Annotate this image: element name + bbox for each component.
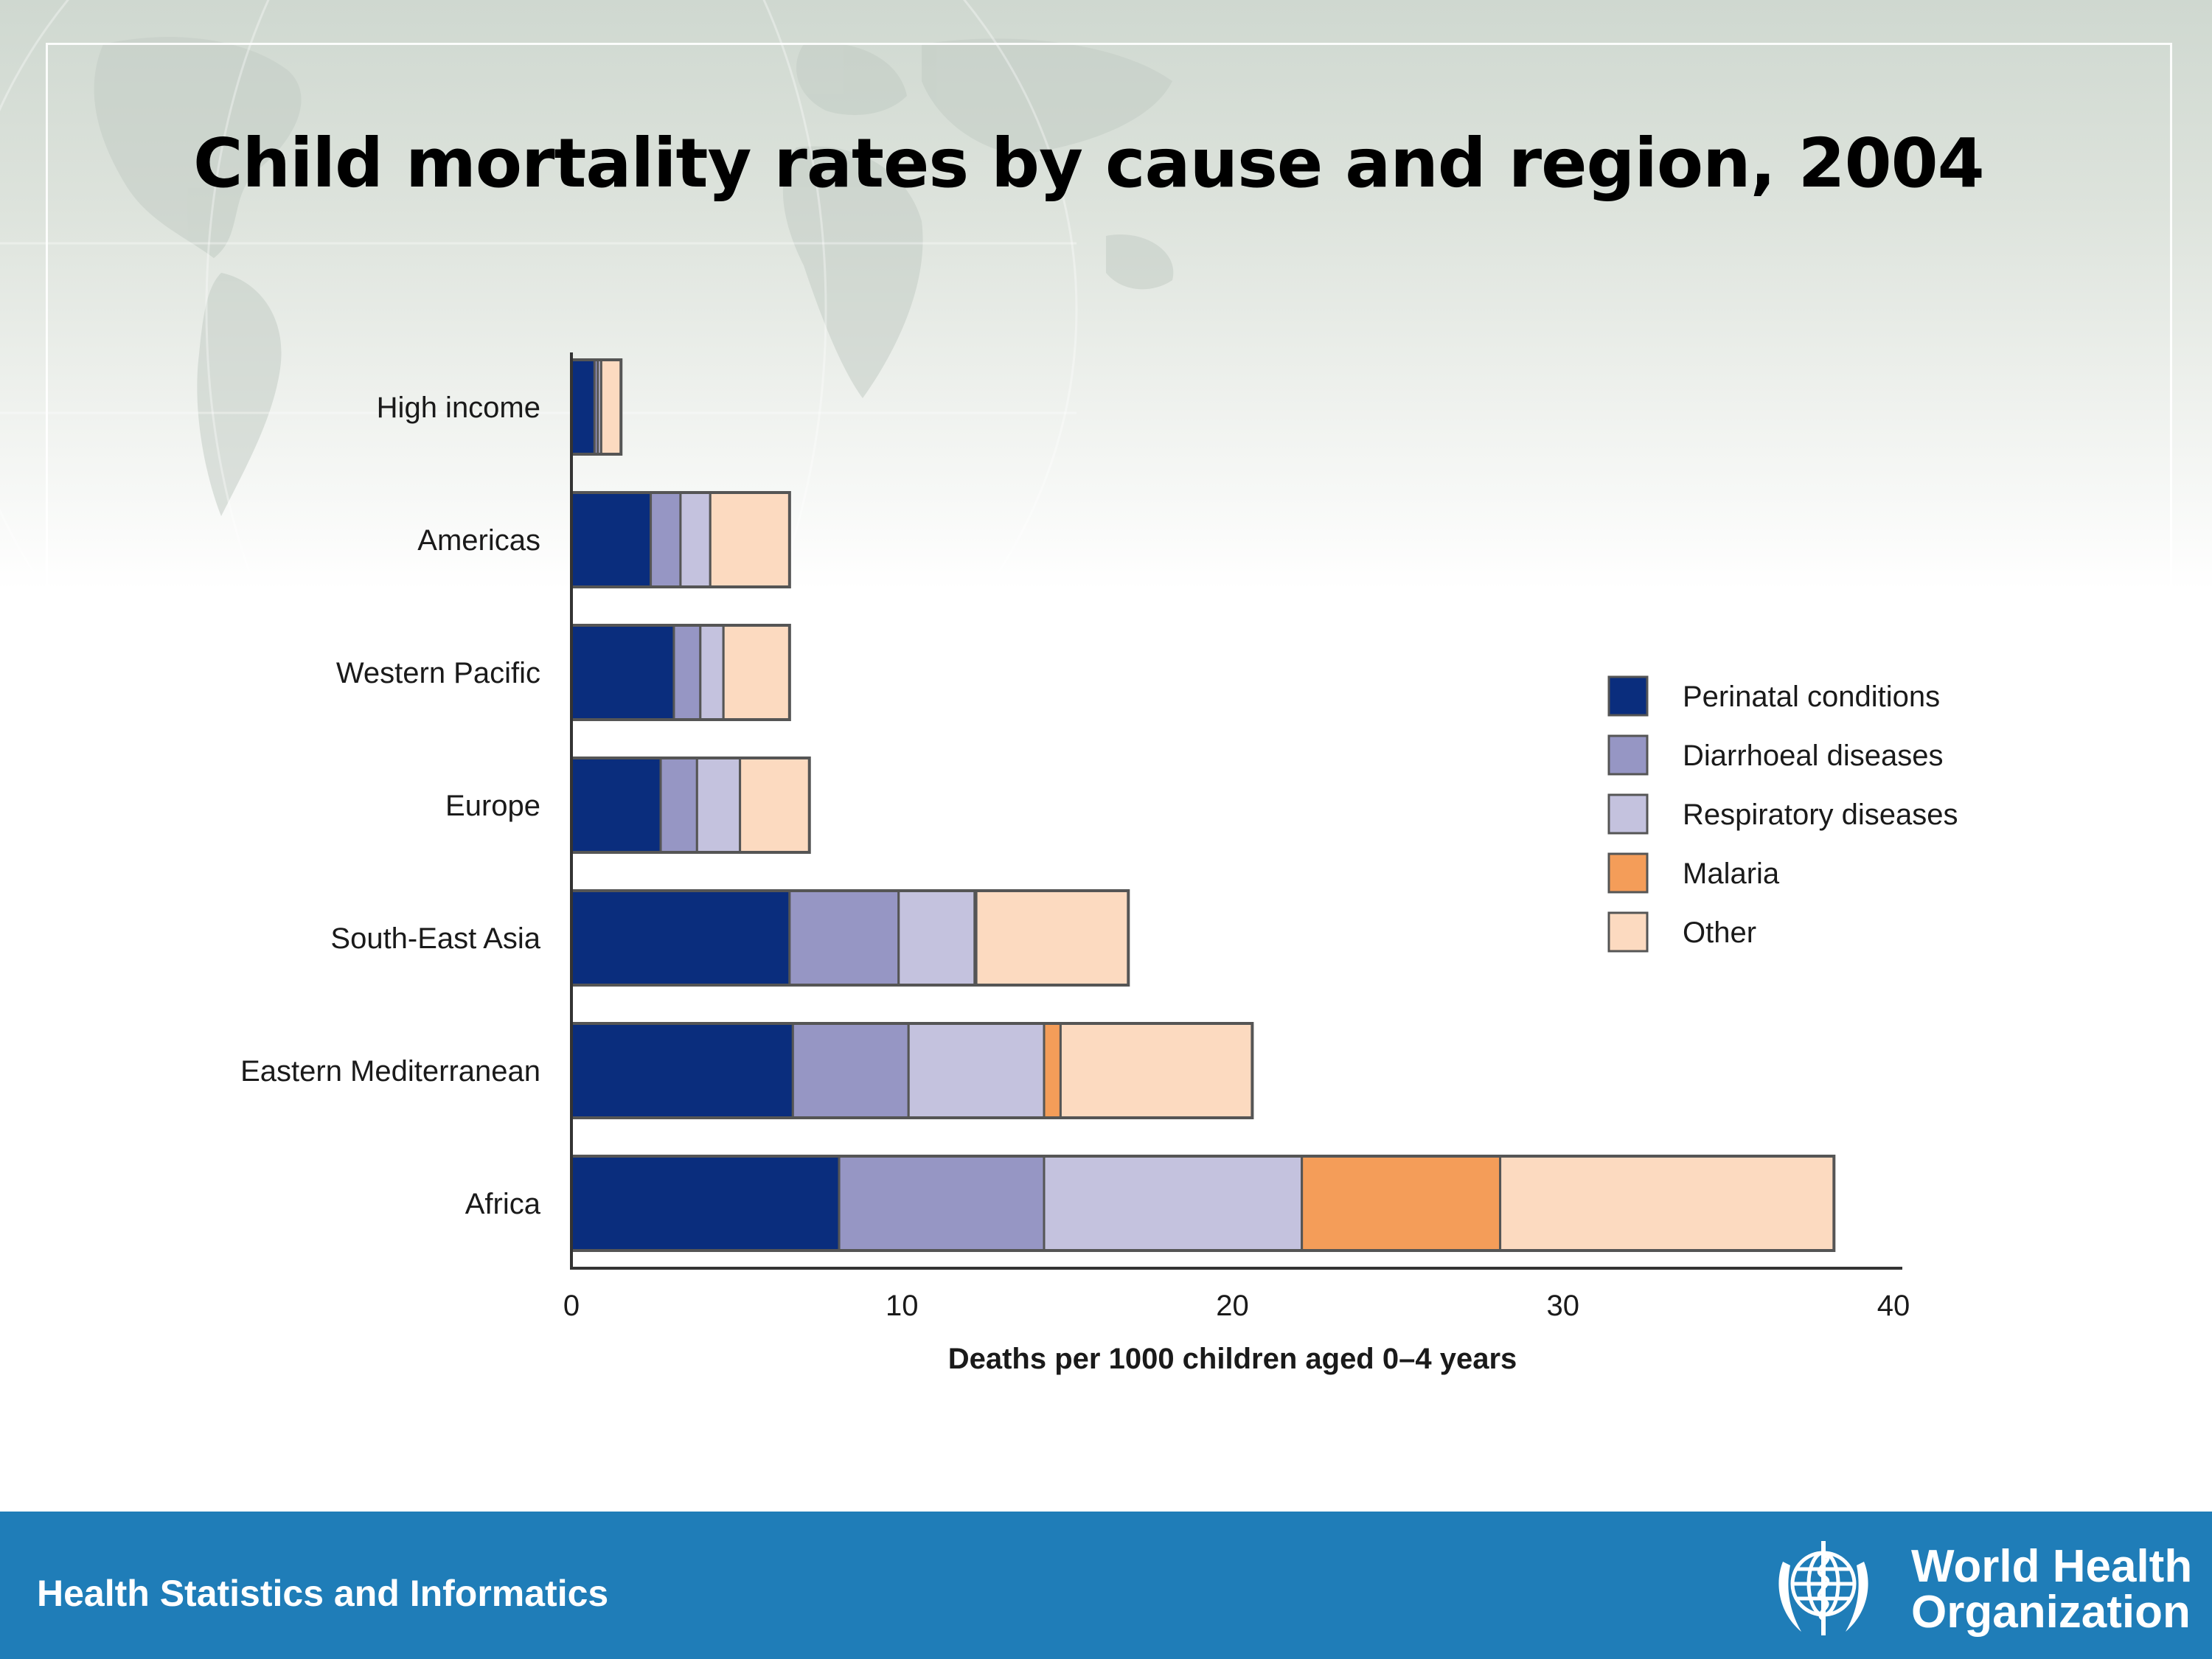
- who-emblem-icon: [1778, 1541, 1868, 1635]
- category-label: Europe: [445, 790, 540, 822]
- x-axis-label: Deaths per 1000 children aged 0–4 years: [948, 1343, 1517, 1375]
- legend-label: Respiratory diseases: [1683, 799, 1958, 831]
- x-tick-label: 30: [1547, 1290, 1580, 1322]
- bar-segment: [975, 889, 1130, 987]
- category-label: South-East Asia: [330, 922, 540, 955]
- bar-segment: [897, 889, 976, 987]
- legend-swatch: [1607, 852, 1649, 894]
- category-labels: High income Americas Western Pacific Europe…: [240, 392, 541, 1220]
- chart-bars: [570, 352, 1836, 1268]
- bar-segment: [739, 757, 811, 854]
- world-map-decoration: [0, 0, 1174, 590]
- legend-label: Other: [1683, 917, 1756, 949]
- category-label: Americas: [417, 524, 540, 557]
- legend-swatch: [1607, 675, 1649, 717]
- who-logo-text: World Health Organization: [1911, 1544, 2192, 1635]
- bar-segment: [1301, 1155, 1502, 1252]
- x-axis-ticks: 0 10 20 30 40: [563, 1290, 1910, 1322]
- category-label: Africa: [465, 1188, 541, 1220]
- bar-segment: [1059, 1022, 1253, 1119]
- bar-segment: [838, 1155, 1046, 1252]
- bar-segment: [659, 757, 698, 854]
- footer-bar: Health Statistics and Informatics World …: [0, 1512, 2212, 1659]
- x-tick-label: 10: [886, 1290, 919, 1322]
- bar-segment: [570, 1022, 794, 1119]
- stacked-bar-chart: High income Americas Western Pacific Europe…: [240, 352, 1958, 1375]
- bar-segment: [1043, 1155, 1304, 1252]
- bar-segment: [599, 358, 622, 456]
- bar-segment: [570, 624, 675, 721]
- chart-legend: Perinatal conditions Diarrhoeal diseases R…: [1607, 675, 1958, 953]
- x-tick-label: 0: [563, 1290, 580, 1322]
- bar-segment: [1499, 1155, 1835, 1252]
- bar-segment: [699, 624, 725, 721]
- bar-segment: [679, 491, 712, 588]
- bar-segment: [695, 757, 742, 854]
- legend-label: Malaria: [1683, 858, 1780, 890]
- bar-segment: [791, 1022, 910, 1119]
- category-label: High income: [377, 392, 540, 424]
- bar-segment: [722, 624, 791, 721]
- bar-segment: [788, 889, 900, 987]
- x-tick-label: 20: [1216, 1290, 1249, 1322]
- slide-frame: [46, 43, 2172, 1510]
- bar-segment: [907, 1022, 1046, 1119]
- bar-segment: [1043, 1022, 1062, 1119]
- bar-segment: [672, 624, 702, 721]
- bar-segment: [570, 889, 791, 987]
- legend-label: Perinatal conditions: [1683, 681, 1940, 713]
- category-label: Eastern Mediterranean: [240, 1055, 540, 1088]
- bar-segment: [650, 491, 682, 588]
- bar-segment: [570, 757, 662, 854]
- who-logo-line2: Organization: [1911, 1587, 2191, 1638]
- bar-segment: [709, 491, 791, 588]
- footer-department-text: Health Statistics and Informatics: [37, 1573, 609, 1614]
- legend-swatch: [1607, 911, 1649, 953]
- who-logo-line1: World Health: [1911, 1541, 2193, 1592]
- legend-swatch: [1607, 734, 1649, 776]
- bar-segment: [570, 491, 653, 588]
- category-label: Western Pacific: [336, 657, 540, 689]
- x-tick-label: 40: [1877, 1290, 1910, 1322]
- slide-title: Child mortality rates by cause and regio…: [193, 124, 1985, 203]
- bar-segment: [570, 1155, 841, 1252]
- legend-label: Diarrhoeal diseases: [1683, 740, 1944, 772]
- legend-swatch: [1607, 793, 1649, 835]
- bar-segment: [570, 358, 596, 456]
